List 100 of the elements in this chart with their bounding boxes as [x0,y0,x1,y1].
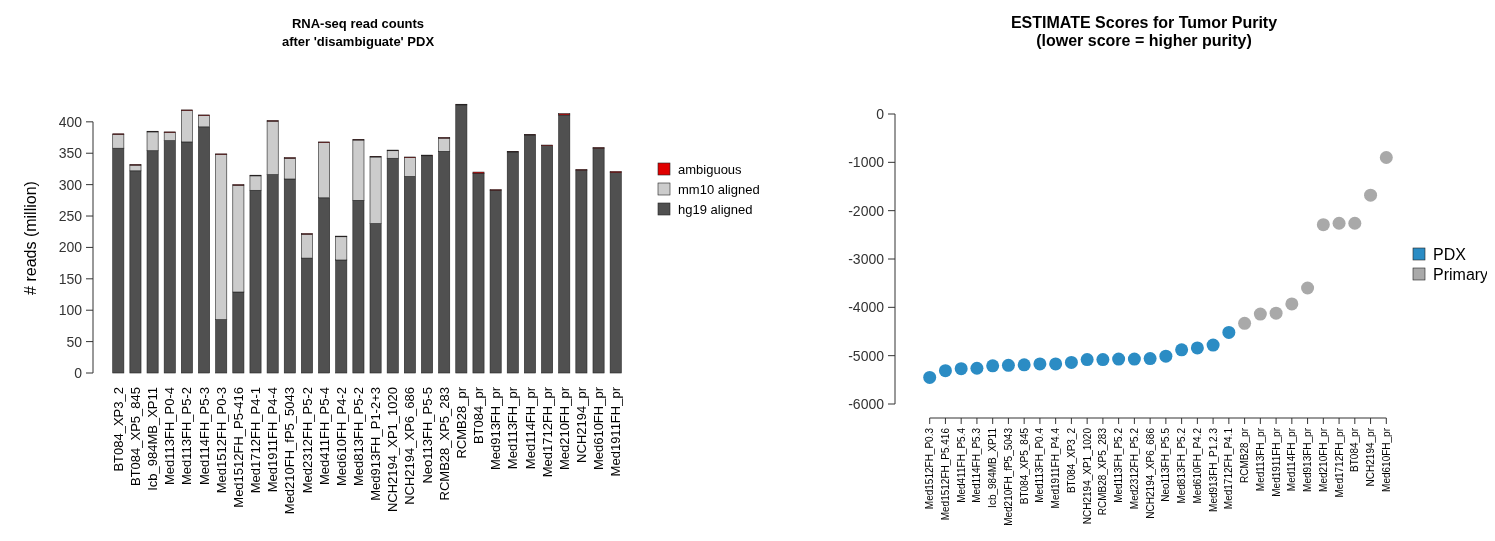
x-tick-label: NCH2194_XP6_686 [402,387,418,505]
point [938,364,952,378]
y-tick-label: 100 [58,302,83,319]
bar [489,189,502,374]
x-tick-label: Med113FH_pr [1254,427,1266,492]
x-tick-label: NCH2194_pr [1365,427,1377,487]
point [1143,352,1157,366]
x-tick-label: Med210FH_pr [556,386,572,471]
x-tick-label: BT084_XP5_845 [1018,427,1030,505]
point [1127,352,1141,366]
point [1222,325,1236,339]
x-tick-label: Med610FH_pr [1380,427,1392,492]
y-tick-label: 200 [58,239,83,256]
point [1033,357,1047,371]
point [1080,353,1094,367]
point [1332,216,1346,230]
x-tick-label: Med114FH_pr [522,386,538,470]
x-tick-label: RCMB28_pr [453,386,469,459]
x-tick-label: RCMB28_XP5_283 [436,387,452,501]
y-tick-label: -6000 [848,395,885,412]
y-tick-label: -2000 [848,202,885,219]
x-tick-label: Med813FH_P5-2 [350,387,366,486]
x-tick-label: Med913FH_pr [488,386,504,471]
x-tick-label: Med113FH_P5-2 [179,387,195,486]
x-tick-label: RCMB28_pr [1239,427,1251,484]
x-tick-label: Med913FH_P1-2+3 [368,387,384,501]
point [1206,338,1220,352]
y-tick-label: -4000 [848,299,885,316]
x-tick-label: Neo113FH_P5-5 [419,387,435,484]
x-tick-label: NCH2194_XP1_1020 [1081,427,1093,525]
x-tick-label: Med113FH_P0-4 [162,387,178,486]
chart-title: ESTIMATE Scores for Tumor Purity (lower score = higher purity) [1010,14,1278,49]
y-tick-label: -5000 [848,347,885,364]
x-tick-label: Med411FH_P5-4 [316,387,332,486]
x-tick-label: Med210FH_fP5_5043 [282,387,298,515]
chart-title: RNA-seq read counts after 'disambiguate' PDX [281,16,435,49]
y-axis-title: # reads (million) [22,181,39,295]
x-tick-label: Med1512FH_P5-416 [230,387,246,508]
bar [609,172,622,374]
y-tick-label: 50 [66,333,83,350]
x-tick-label: Med1712FH_pr [1333,427,1345,498]
point [1096,353,1110,367]
point [1064,355,1078,369]
x-tick-label: BT084_XP5_845 [127,387,143,487]
point [954,362,968,376]
bar [524,134,536,374]
point [1316,218,1330,232]
legend-label: mm10 aligned [678,181,760,197]
x-tick-label: Med1512FH_P0-3 [213,387,229,494]
x-tick-label: Med813FH_P5.2 [1176,427,1188,504]
x-tick-label: Med2312FH_P5.2 [1128,427,1140,510]
y-tick-label: -3000 [848,250,885,267]
x-tick-label: BT084_XP3_2 [110,387,126,472]
bar [455,104,468,374]
x-tick-label: Med1911FH_pr [1270,427,1282,497]
y-tick-label: 400 [58,113,83,130]
x-tick-label: NCH2194_pr [573,386,589,463]
point [1175,343,1189,357]
x-tick-label: NCH2194_XP1_1020 [385,387,401,513]
y-tick-label: 0 [74,364,83,381]
x-tick-label: Med210FH_fP5_5043 [1002,427,1014,526]
x-tick-label: NCH2194_XP6_686 [1144,427,1156,519]
point [1190,341,1204,355]
x-tick-label: Med1712FH_P4.1 [1223,427,1235,510]
y-tick-label: 300 [58,176,83,193]
point [1001,358,1015,372]
bar [506,151,519,374]
x-tick-label: Med610FH_P4-2 [333,387,349,486]
y-tick-label: -1000 [848,154,885,171]
bar [421,155,433,374]
x-tick-label: Med1911FH_P4.4 [1050,427,1062,509]
point [1112,352,1126,366]
x-tick-label: Med113FH_pr [505,386,521,470]
point [1253,307,1267,321]
y-tick-label: 350 [58,145,83,162]
x-tick-label: BT084_pr [1349,427,1361,472]
bar [472,173,485,374]
point [1301,281,1315,295]
point [1285,297,1299,311]
point [923,370,937,384]
x-tick-label: Neo113FH_P5.5 [1160,427,1172,502]
x-tick-label: Med1712FH_pr [539,386,555,478]
point [1348,216,1362,230]
point [1379,151,1393,164]
x-tick-label: Med913FH_pr [1302,427,1314,492]
x-tick-label: Med610FH_P4.2 [1191,427,1203,504]
legend-label: PDX [1433,245,1467,263]
x-tick-label: Med1512FH_P5.416 [939,427,951,521]
x-tick-label: Med2312FH_P5-2 [299,387,315,494]
x-tick-label: Med113FH_P5.2 [1113,427,1125,503]
x-tick-label: Med1512FH_P0.3 [924,427,936,510]
bar [575,169,588,374]
legend-label: ambiguous [678,161,743,177]
x-tick-label: BT084_pr [471,386,487,445]
bar [541,145,553,374]
x-tick-label: Med210FH_pr [1317,427,1329,492]
bar [592,147,605,374]
bar [558,114,571,374]
legend-label: hg19 aligned [678,201,753,217]
bar [129,170,142,374]
